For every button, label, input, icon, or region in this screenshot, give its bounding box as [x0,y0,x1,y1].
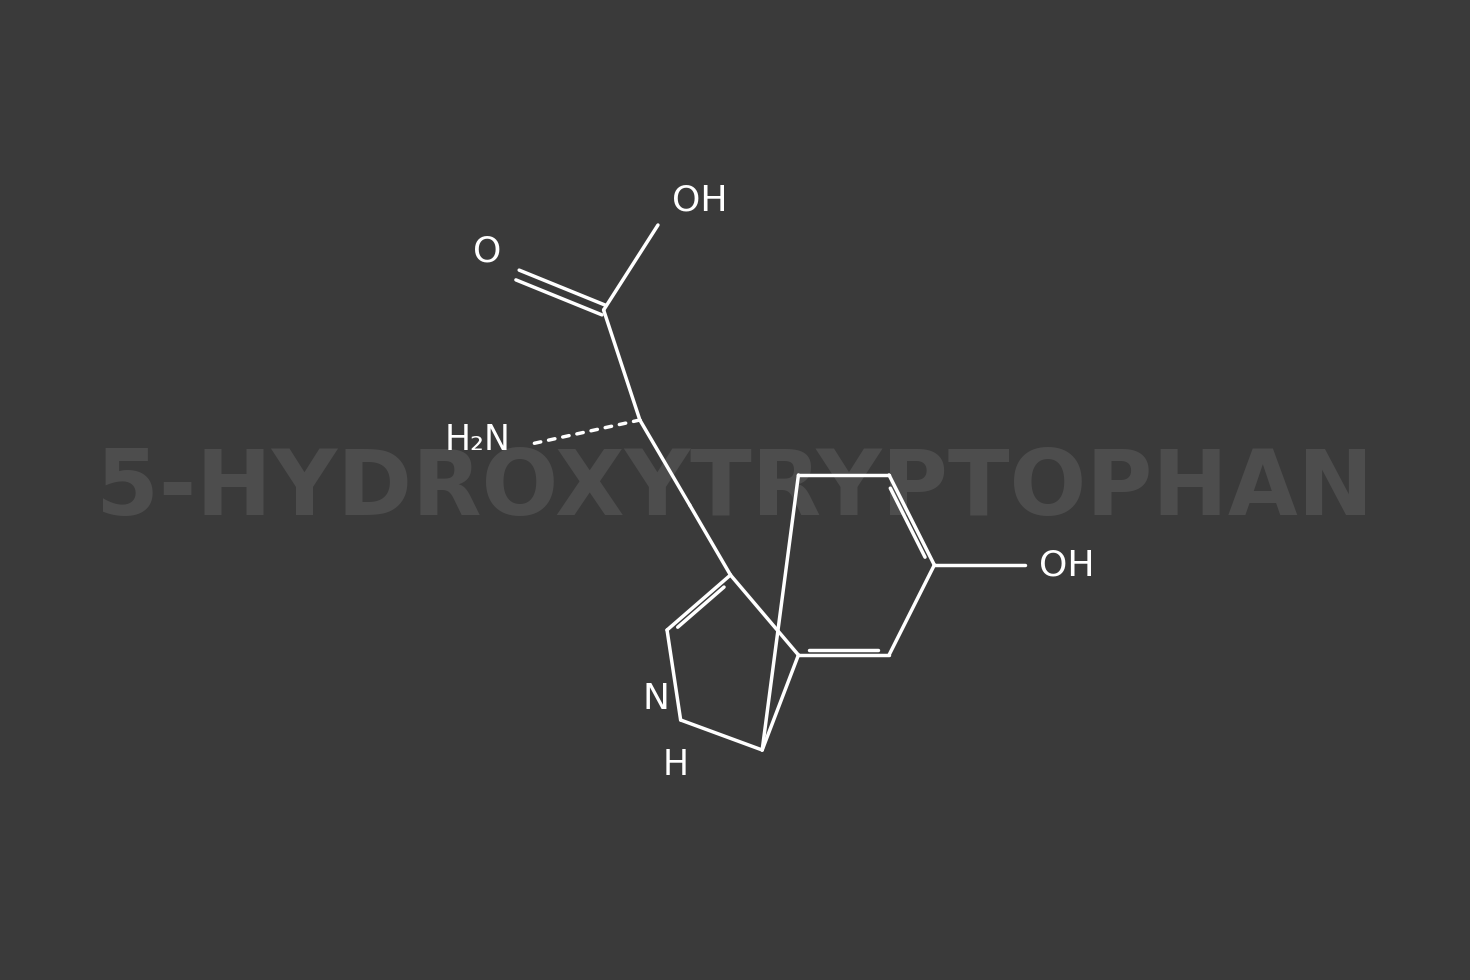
Text: OH: OH [1038,548,1094,582]
Text: N: N [642,682,670,716]
Text: H₂N: H₂N [444,423,510,457]
Text: O: O [473,234,501,268]
Text: 5-HYDROXYTRYPTOPHAN: 5-HYDROXYTRYPTOPHAN [97,446,1373,534]
Text: H: H [663,748,689,782]
Text: OH: OH [672,183,728,217]
